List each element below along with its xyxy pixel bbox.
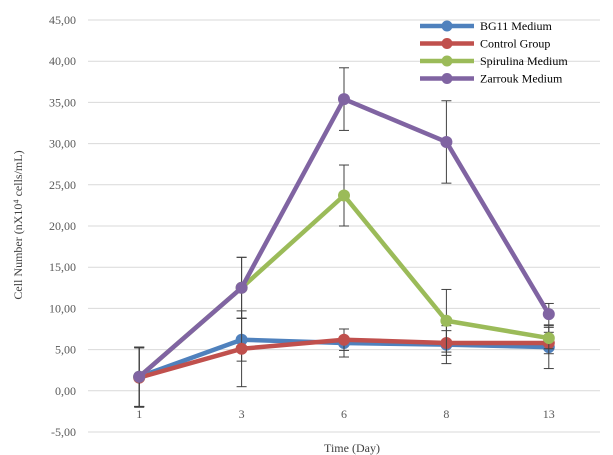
legend-marker: [441, 38, 453, 49]
x-tick-label: 8: [443, 407, 449, 421]
x-tick-label: 13: [543, 407, 555, 421]
legend-item: Spirulina Medium: [420, 54, 568, 68]
y-tick-label: 35,00: [49, 95, 76, 109]
x-axis-label: Time (Day): [324, 441, 380, 455]
legend-label: BG11 Medium: [480, 19, 553, 33]
series-spirulina-medium: [133, 164, 555, 407]
legend-item: BG11 Medium: [420, 19, 553, 33]
data-point: [440, 314, 453, 327]
data-point: [133, 370, 146, 383]
data-point: [542, 332, 555, 345]
y-tick-label: 20,00: [49, 219, 76, 233]
legend-label: Zarrouk Medium: [480, 72, 563, 86]
y-tick-label: -5,00: [51, 425, 76, 439]
series-group: [133, 67, 555, 408]
x-tick-label: 6: [341, 407, 347, 421]
data-point: [235, 342, 248, 355]
y-tick-label: 45,00: [49, 13, 76, 27]
x-tick-label: 1: [136, 407, 142, 421]
data-point: [440, 135, 453, 148]
y-axis-ticks: -5,00 0,00 5,00 10,00 15,00 20,00 25,00 30,00 35…: [49, 13, 76, 439]
y-tick-label: 5,00: [55, 343, 76, 357]
x-axis-ticks: 1 3 6 8 13: [136, 407, 555, 421]
y-tick-label: 0,00: [55, 384, 76, 398]
legend-item: Control Group: [420, 37, 550, 51]
legend-marker: [441, 55, 453, 67]
y-tick-label: 15,00: [49, 260, 76, 274]
x-tick-label: 3: [239, 407, 245, 421]
y-axis-label: Cell Number (nX10⁴ cells/mL): [11, 150, 25, 299]
data-point: [338, 93, 350, 106]
legend-label: Control Group: [480, 37, 550, 51]
data-point: [542, 308, 555, 321]
series-zarrouk-medium: [133, 67, 555, 407]
y-tick-label: 10,00: [49, 301, 76, 315]
data-point: [235, 281, 248, 294]
y-tick-label: 25,00: [49, 178, 76, 192]
data-point: [338, 333, 350, 346]
y-tick-label: 30,00: [49, 137, 76, 151]
legend-marker: [441, 73, 453, 84]
legend: BG11 Medium Control Group Spirulina Medium…: [420, 19, 568, 86]
legend-item: Zarrouk Medium: [420, 72, 563, 86]
legend-marker: [441, 20, 453, 32]
y-tick-label: 40,00: [49, 54, 76, 68]
legend-label: Spirulina Medium: [480, 54, 568, 68]
data-point: [338, 189, 350, 202]
